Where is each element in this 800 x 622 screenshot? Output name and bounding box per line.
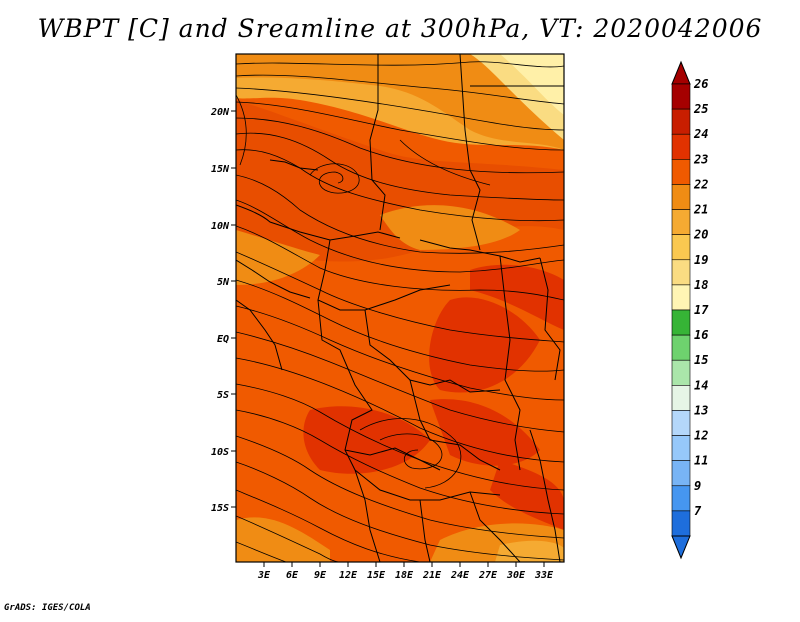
colorbar-swatch [671, 309, 691, 336]
lon-tick-label: 12E [339, 570, 358, 581]
lat-tick-label: 15S [211, 503, 229, 514]
colorbar-label: 7 [694, 504, 702, 518]
lon-tick-label: 27E [478, 570, 498, 581]
colorbar-label: 25 [693, 102, 708, 116]
footer-credit: GrADS: IGES/COLA [4, 603, 91, 613]
colorbar-swatch [671, 83, 691, 110]
lat-tick-label: 5S [217, 390, 229, 401]
lon-tick-label: 33E [534, 570, 554, 581]
colorbar-swatch [671, 435, 691, 461]
colorbar: 26 25 24 23 22 21 20 19 18 17 16 15 14 13 12 11 9 7 [671, 60, 709, 560]
colorbar-swatch [671, 108, 691, 135]
lon-tick-label: 21E [422, 570, 442, 581]
lat-tick-label: EQ [217, 334, 229, 345]
colorbar-label: 15 [694, 353, 708, 367]
colorbar-swatch [671, 284, 691, 311]
colorbar-swatch [671, 510, 691, 537]
lat-axis: 20N 15N 10N 5N EQ 5S 10S 15S [210, 107, 236, 514]
colorbar-label: 19 [694, 253, 708, 267]
colorbar-label: 11 [694, 454, 708, 468]
colorbar-bottom-arrow [671, 535, 691, 560]
colorbar-swatch [671, 410, 691, 436]
colorbar-label: 18 [694, 278, 708, 292]
colorbar-swatch [671, 334, 691, 361]
colorbar-swatch [671, 259, 691, 286]
lon-tick-label: 15E [367, 570, 386, 581]
colorbar-swatch [671, 209, 691, 235]
lon-tick-label: 3E [257, 570, 271, 581]
map-frame [235, 53, 565, 563]
colorbar-label: 16 [694, 328, 708, 342]
colorbar-swatch [671, 234, 691, 261]
streamlines [236, 61, 564, 562]
temperature-field [236, 54, 564, 562]
lon-tick-label: 6E [286, 570, 299, 581]
colorbar-label: 24 [693, 127, 708, 141]
colorbar-swatch [671, 359, 691, 386]
colorbar-top-arrow [671, 60, 691, 85]
lat-tick-label: 10N [211, 221, 230, 232]
colorbar-label: 9 [694, 479, 701, 493]
colorbar-swatch [671, 159, 691, 185]
lat-tick-label: 5N [217, 277, 230, 288]
lat-tick-label: 10S [211, 447, 229, 458]
colorbar-label: 12 [694, 429, 708, 443]
colorbar-swatch [671, 385, 691, 411]
lon-axis: 3E 6E 9E 12E 15E 18E 21E 24E 27E 30E 33E [257, 562, 554, 581]
lat-tick-label: 15N [211, 164, 230, 175]
colorbar-label: 23 [693, 152, 708, 166]
colorbar-label: 17 [694, 303, 709, 317]
colorbar-label: 21 [693, 203, 708, 217]
lon-tick-label: 30E [506, 570, 526, 581]
colorbar-label: 13 [694, 403, 708, 417]
lon-tick-label: 24E [450, 570, 470, 581]
colorbar-label: 22 [693, 177, 708, 191]
map-title: WBPT [C] and Sreamline at 300hPa, VT: 20… [37, 14, 763, 43]
colorbar-label: 26 [693, 77, 708, 91]
colorbar-label: 20 [693, 228, 708, 242]
colorbar-swatch [671, 460, 691, 487]
colorbar-label: 14 [694, 378, 708, 392]
country-borders [236, 54, 564, 562]
lon-tick-label: 18E [395, 570, 414, 581]
colorbar-swatch [671, 485, 691, 512]
colorbar-swatch [671, 184, 691, 210]
lon-tick-label: 9E [314, 570, 327, 581]
lat-tick-label: 20N [210, 107, 230, 118]
colorbar-swatch [671, 133, 691, 160]
